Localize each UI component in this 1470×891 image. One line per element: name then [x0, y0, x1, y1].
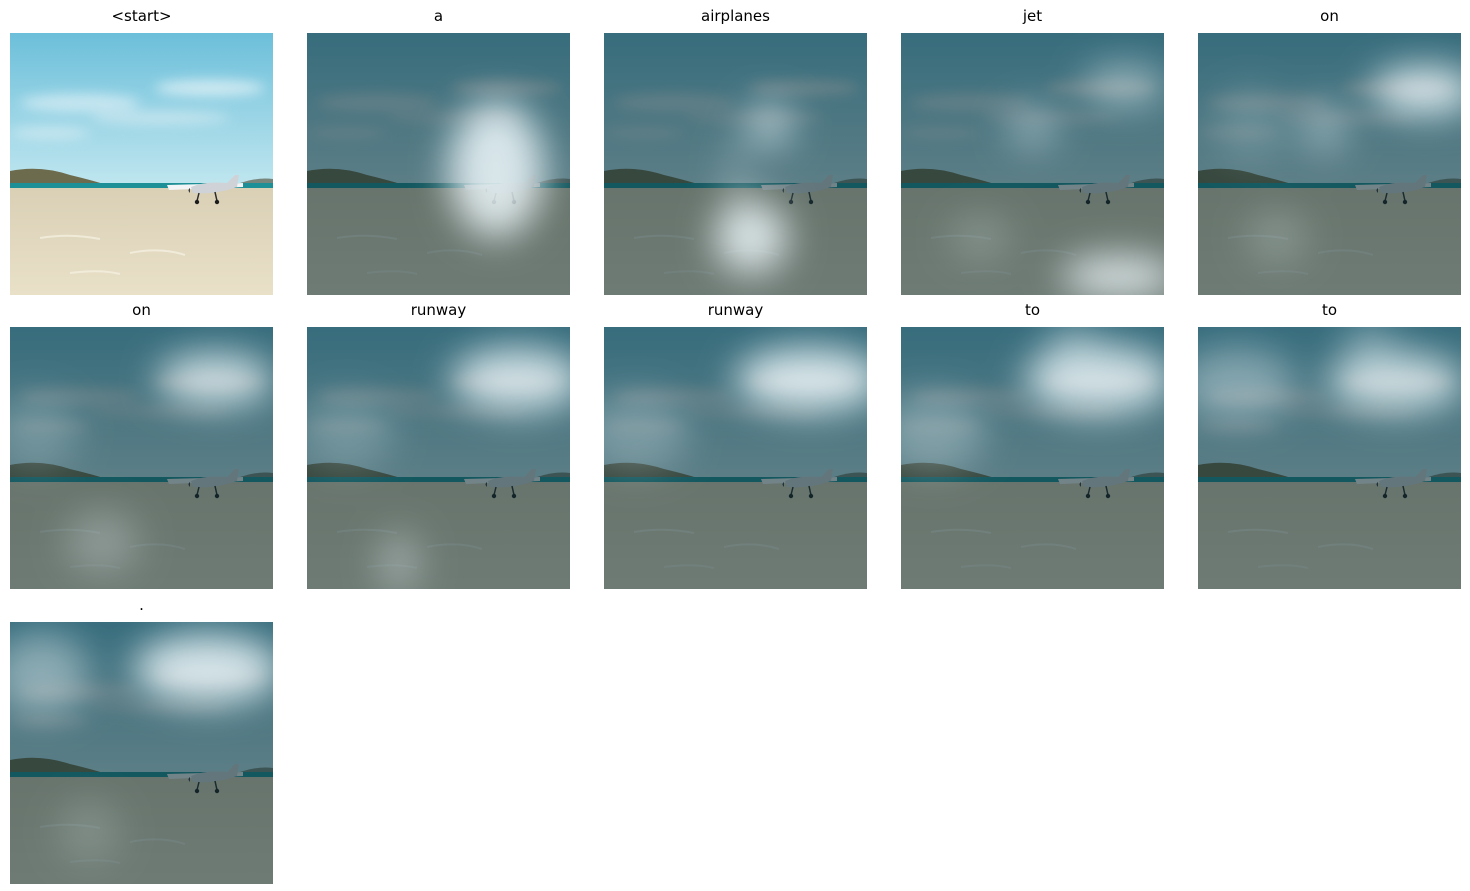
- sand: [10, 188, 273, 295]
- attention-image: [901, 33, 1164, 295]
- attention-highlights: [449, 101, 544, 238]
- panel-title: on: [1320, 7, 1339, 25]
- attention-highlights: [1198, 327, 1461, 422]
- panel-9: to: [1198, 298, 1461, 589]
- panel-0: <start>: [10, 4, 273, 295]
- attention-highlights: [901, 327, 1164, 472]
- attention-spot-2: [1213, 88, 1288, 162]
- attention-spot-0: [449, 101, 544, 238]
- attention-spot-0: [157, 353, 273, 406]
- attention-spot-1: [10, 632, 89, 717]
- panel-title: .: [139, 596, 144, 614]
- attention-spot-0: [451, 347, 570, 411]
- attention-spot-1: [10, 395, 79, 469]
- panel-title: <start>: [111, 7, 172, 25]
- panel-5: on: [10, 298, 273, 589]
- attention-spot-0: [746, 101, 794, 149]
- hill: [10, 168, 110, 186]
- attention-spot-2: [378, 531, 421, 589]
- panel-title: a: [433, 7, 444, 25]
- attention-highlights: [604, 347, 867, 472]
- attention-spot-2: [65, 510, 139, 574]
- panel-10: .: [10, 593, 273, 884]
- attention-spot-3: [1245, 211, 1309, 264]
- attention-highlights: [307, 347, 570, 589]
- attention-spot-0: [133, 635, 273, 704]
- panel-title: runway: [707, 301, 764, 319]
- attention-spot-0: [735, 347, 867, 411]
- attention-spot-1: [1006, 106, 1059, 149]
- attention-spot-2: [1342, 327, 1396, 362]
- attention-spot-1: [307, 395, 394, 469]
- panel-7: runway: [604, 298, 867, 589]
- attention-image: [307, 33, 570, 295]
- attention-highlights: [10, 353, 273, 574]
- panel-title: on: [132, 301, 151, 319]
- attention-image: [604, 33, 867, 295]
- attention-image: [10, 622, 273, 884]
- attention-spot-2: [57, 800, 121, 864]
- attention-spot-0: [1082, 64, 1164, 107]
- attention-highlights: [1213, 67, 1461, 264]
- attention-spot-0: [1371, 67, 1461, 115]
- panel-6: runway: [307, 298, 570, 589]
- attention-image: [10, 327, 273, 589]
- attention-spot-1: [1300, 101, 1348, 154]
- panel-title: jet: [1022, 7, 1043, 25]
- panel-title: to: [1024, 301, 1041, 319]
- attention-spot-2: [1061, 255, 1164, 295]
- attention-highlights: [714, 101, 794, 275]
- panel-3: jet: [901, 4, 1164, 295]
- attention-spot-0: [1326, 353, 1461, 411]
- attention-spot-1: [901, 392, 986, 472]
- panel-1: a: [307, 4, 570, 295]
- panel-title: airplanes: [701, 7, 770, 25]
- panel-2: airplanes: [604, 4, 867, 295]
- panel-8: to: [901, 298, 1164, 589]
- attention-image: [1198, 33, 1461, 295]
- attention-spot-3: [948, 216, 1012, 259]
- panel-title: runway: [410, 301, 467, 319]
- attention-highlights: [948, 64, 1164, 295]
- attention-image: [307, 327, 570, 589]
- attention-spot-0: [1024, 345, 1164, 414]
- panel-title: to: [1321, 301, 1338, 319]
- panel-4: on: [1198, 4, 1461, 295]
- sea: [10, 183, 273, 188]
- attention-spot-2: [727, 132, 744, 248]
- attention-spot-2: [1045, 327, 1099, 362]
- scene: [10, 33, 273, 295]
- attention-highlights: [10, 632, 273, 864]
- attention-spot-1: [714, 200, 789, 275]
- clouds: [10, 80, 265, 139]
- attention-image: [1198, 327, 1461, 589]
- attention-spot-1: [1198, 347, 1296, 422]
- attention-spot-1: [604, 392, 689, 472]
- attention-image: [901, 327, 1164, 589]
- airplane: [167, 175, 243, 205]
- scene-image: [10, 33, 273, 295]
- attention-image: [604, 327, 867, 589]
